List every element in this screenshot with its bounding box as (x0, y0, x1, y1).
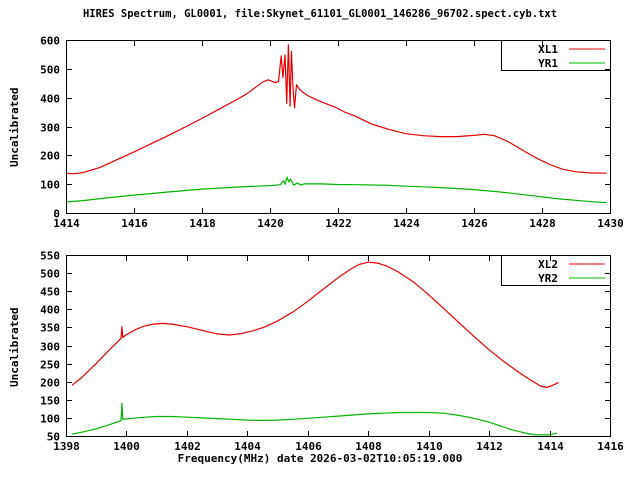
x-tick-label: 1416 (121, 217, 148, 230)
y-tick-label: 500 (40, 268, 60, 281)
x-tick-label: 1420 (257, 217, 284, 230)
y-tick-label: 550 (40, 250, 60, 263)
y-tick-label: 600 (40, 35, 60, 48)
y-tick-label: 300 (40, 122, 60, 135)
series-XL1 (65, 44, 607, 175)
panel-bottom: 1398 1400 1402 1404 1406 1408 1410 1412 1414 1416… (40, 250, 624, 454)
y-tick-label: 50 (47, 431, 60, 444)
x-tick-label: 1398 (53, 440, 80, 453)
chart-title: HIRES Spectrum, GL0001, file:Skynet_6110… (82, 8, 558, 20)
y-tick-label: 350 (40, 322, 60, 335)
legend-box (501, 255, 611, 286)
y-tick-label: 150 (40, 395, 60, 408)
y-tick-label: 200 (40, 150, 60, 163)
x-tick-label: 1406 (295, 440, 322, 453)
x-tick-label: 1414 (53, 217, 80, 230)
x-tick-label: 1416 (597, 440, 624, 453)
x-tick-label: 1422 (325, 217, 352, 230)
y-tick-label: 400 (40, 304, 60, 317)
x-tick-label: 1424 (393, 217, 420, 230)
panel-top: 1414 1416 1418 1420 1422 1424 1426 1428 1430 0 100… (40, 35, 624, 231)
series-YR2 (71, 402, 558, 436)
x-tick-label: 1408 (355, 440, 382, 453)
y-tick-label: 300 (40, 341, 60, 354)
x-tick-label: 1430 (597, 217, 624, 230)
x-tick-label: 1402 (174, 440, 201, 453)
series-YR1 (65, 176, 607, 204)
y-tick-label: 250 (40, 359, 60, 372)
legend-label-YR1: YR1 (538, 57, 558, 70)
y-tick-label: 500 (40, 64, 60, 77)
series-XL2 (71, 261, 559, 389)
x-tick-label: 1418 (189, 217, 216, 230)
x-tick-label: 1428 (529, 217, 556, 230)
legend-box (501, 40, 611, 71)
y-tick-label: 200 (40, 377, 60, 390)
x-tick-label: 1414 (537, 440, 564, 453)
x-tick-label: 1410 (416, 440, 443, 453)
y-tick-label: 450 (40, 286, 60, 299)
x-tick-label: 1426 (461, 217, 488, 230)
y-tick-label: 0 (53, 208, 60, 221)
x-tick-label: 1400 (113, 440, 140, 453)
legend-label-XL1: XL1 (538, 43, 558, 56)
y-tick-label: 400 (40, 93, 60, 106)
legend-label-XL2: XL2 (538, 258, 558, 271)
plot-border (66, 40, 611, 214)
y-tick-label: 100 (40, 413, 60, 426)
x-axis-label: Frequency(MHz) date 2026-03-02T10:05:19.… (177, 452, 463, 465)
y-tick-label: 100 (40, 179, 60, 192)
plot-border (66, 255, 611, 437)
x-tick-label: 1404 (234, 440, 261, 453)
legend-label-YR2: YR2 (538, 272, 558, 285)
x-tick-label: 1412 (476, 440, 503, 453)
